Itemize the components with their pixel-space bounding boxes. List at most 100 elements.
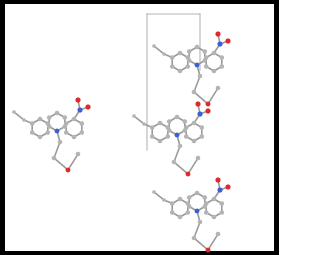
atom <box>162 198 166 202</box>
atom <box>199 134 204 139</box>
atom <box>38 117 43 122</box>
atom <box>132 114 136 118</box>
atom <box>167 128 172 133</box>
atom <box>55 129 60 134</box>
atom <box>195 101 200 106</box>
atom <box>47 124 52 129</box>
atom <box>187 204 192 209</box>
atom <box>77 107 82 112</box>
atom <box>30 121 35 126</box>
atom <box>158 121 163 126</box>
atom <box>204 201 209 206</box>
atom <box>199 125 204 130</box>
atom <box>85 104 90 109</box>
atom <box>195 209 200 214</box>
atom <box>58 140 63 145</box>
atom <box>38 135 43 140</box>
atom <box>52 156 57 161</box>
atom <box>198 220 203 225</box>
atom <box>185 210 190 215</box>
atom <box>198 74 203 79</box>
atom <box>150 125 155 130</box>
atom <box>162 52 166 56</box>
atom <box>206 102 211 107</box>
atom <box>30 130 35 135</box>
atom <box>22 118 26 122</box>
atom <box>175 133 180 138</box>
atom <box>187 195 192 200</box>
atom <box>184 134 189 139</box>
atom <box>178 51 183 56</box>
atom <box>192 90 197 95</box>
atom <box>170 210 175 215</box>
atom <box>167 119 172 124</box>
atom <box>55 111 60 116</box>
atom <box>215 31 220 36</box>
atom <box>152 44 156 48</box>
atom <box>192 236 197 241</box>
atom <box>45 130 50 135</box>
atom <box>212 215 217 220</box>
atom <box>172 160 177 165</box>
atom <box>225 38 230 43</box>
atom <box>186 172 191 177</box>
atom <box>79 121 84 126</box>
atom <box>212 197 217 202</box>
atom <box>212 69 217 74</box>
atom <box>215 177 220 182</box>
atom <box>66 168 71 173</box>
molecule-view <box>0 0 279 255</box>
atom <box>47 115 52 120</box>
atom <box>217 187 222 192</box>
atom <box>219 55 224 60</box>
atom <box>62 115 67 120</box>
atom <box>204 55 209 60</box>
atom <box>170 201 175 206</box>
atom <box>187 49 192 54</box>
atom <box>64 130 69 135</box>
atom <box>219 210 224 215</box>
atom <box>64 121 69 126</box>
atom <box>196 156 201 161</box>
atom <box>187 58 192 63</box>
atom <box>219 64 224 69</box>
atom <box>225 184 230 189</box>
atom <box>217 41 222 46</box>
atom <box>202 49 207 54</box>
atom <box>170 64 175 69</box>
atom <box>216 232 221 237</box>
atom <box>150 134 155 139</box>
atom <box>195 191 200 196</box>
atom <box>182 119 187 124</box>
atom <box>175 115 180 120</box>
atom <box>75 97 80 102</box>
atom <box>152 190 156 194</box>
atom <box>216 86 221 91</box>
atom <box>158 139 163 144</box>
atom <box>206 248 211 253</box>
atom <box>204 64 209 69</box>
page: (() => { const data = JSON.parse(documen… <box>0 0 320 255</box>
atom <box>192 121 197 126</box>
atom <box>197 111 202 116</box>
atom <box>192 139 197 144</box>
atom <box>79 130 84 135</box>
atom <box>170 55 175 60</box>
atom <box>195 45 200 50</box>
atom <box>178 144 183 149</box>
atom <box>205 108 210 113</box>
atom <box>184 125 189 130</box>
atom <box>12 110 16 114</box>
atom <box>185 64 190 69</box>
atom <box>178 197 183 202</box>
atom <box>195 63 200 68</box>
atom <box>219 201 224 206</box>
atom <box>72 117 77 122</box>
atom <box>72 135 77 140</box>
viewport <box>5 4 274 251</box>
atom <box>178 215 183 220</box>
atom <box>165 134 170 139</box>
atom <box>212 51 217 56</box>
atom <box>204 210 209 215</box>
atom <box>202 195 207 200</box>
